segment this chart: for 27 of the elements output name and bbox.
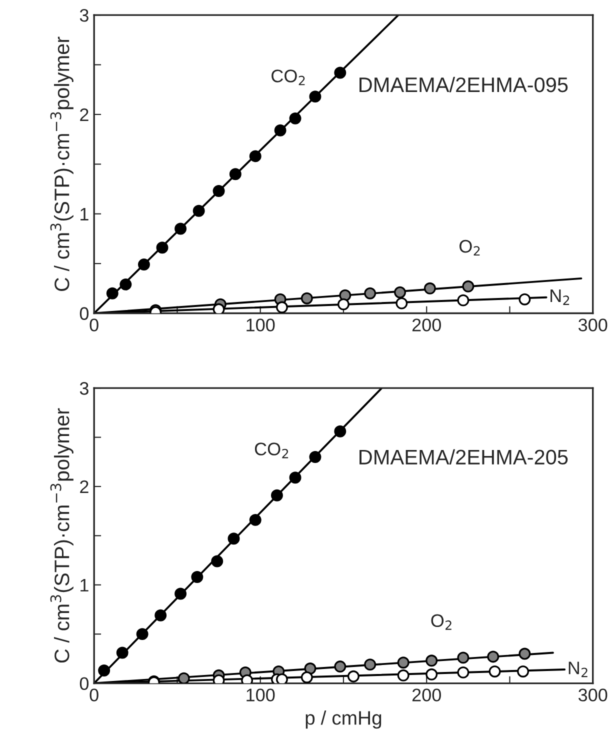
series-label: N$_{2}$ <box>550 290 570 305</box>
y-tick-label: 2 <box>80 108 88 121</box>
x-tick-label: 0 <box>90 318 98 332</box>
y-tick-label: 3 <box>80 8 88 22</box>
series-label: N$_{2}$ <box>568 662 588 678</box>
x-tick-label: 300 <box>578 318 608 332</box>
series-label: CO$_{2}$ <box>272 70 305 86</box>
series-label: CO$_{2}$ <box>254 442 288 458</box>
x-tick-label: 100 <box>246 318 275 332</box>
series-label: O$_{2}$ <box>460 240 480 256</box>
y-tick-label: 0 <box>80 307 89 320</box>
y-tick-label: 3 <box>80 382 88 395</box>
y-axis-title: C / cm$^{3}$(STP)·cm$^{−3}$polymer <box>50 36 74 292</box>
text: DMAEMA/2EHMA-205 <box>360 449 568 465</box>
x-tick-label: 100 <box>246 688 275 702</box>
y-axis-title: C / cm$^{3}$(STP)·cm$^{−3}$polymer <box>50 408 74 663</box>
y-tick-label: 1 <box>80 208 88 220</box>
x-tick-label: 200 <box>412 318 441 332</box>
x-tick-label: 0 <box>90 688 98 702</box>
text: DMAEMA/2EHMA-095 <box>360 76 568 92</box>
series-label: O$_{2}$ <box>431 614 452 630</box>
x-axis-title: p / cmHg <box>306 710 382 729</box>
y-tick-label: 2 <box>80 480 88 494</box>
y-tick-label: 1 <box>80 579 88 592</box>
x-tick-label: 200 <box>412 688 441 702</box>
y-tick-label: 0 <box>80 677 89 690</box>
x-tick-label: 300 <box>578 688 608 702</box>
